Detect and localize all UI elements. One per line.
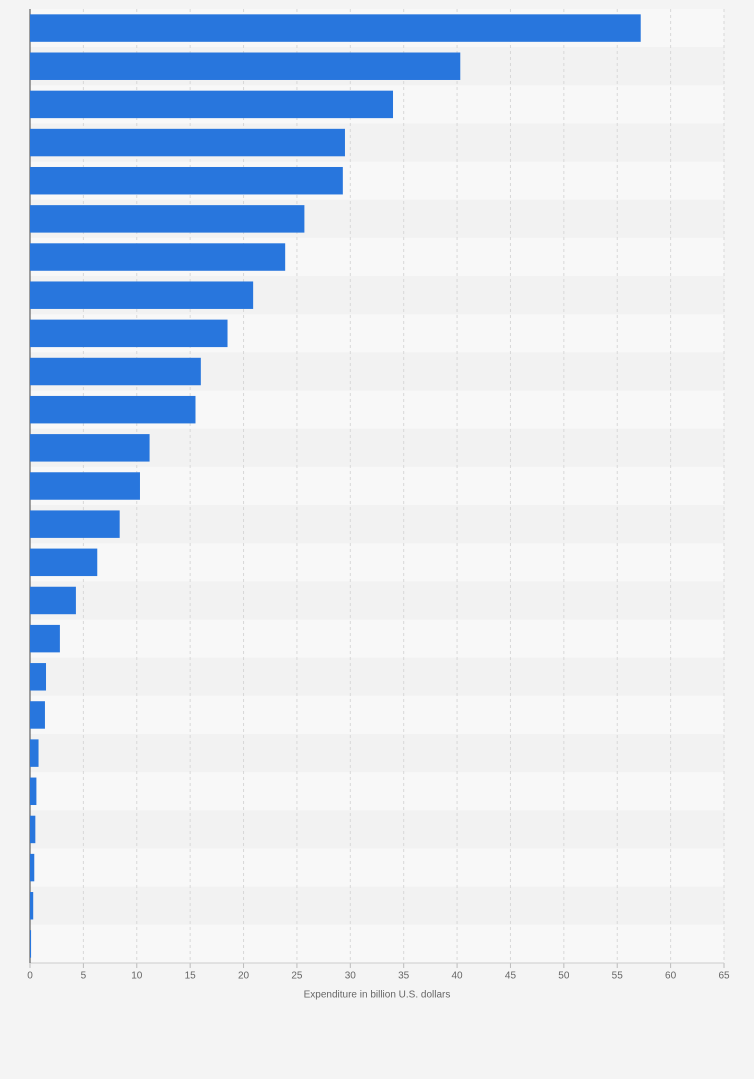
bar bbox=[30, 52, 461, 80]
bar bbox=[30, 548, 98, 577]
bar bbox=[30, 243, 286, 271]
row-band bbox=[30, 772, 724, 811]
row-band bbox=[30, 924, 724, 963]
x-tick-label: 55 bbox=[612, 971, 624, 982]
bar bbox=[30, 815, 36, 844]
bar bbox=[30, 434, 150, 462]
bar bbox=[30, 128, 345, 157]
x-tick-label: 0 bbox=[27, 971, 33, 982]
bar bbox=[30, 739, 39, 767]
row-band bbox=[30, 886, 724, 925]
bar bbox=[30, 853, 35, 882]
x-tick-label: 30 bbox=[345, 971, 357, 982]
x-tick-label: 15 bbox=[185, 971, 197, 982]
bar bbox=[30, 166, 343, 195]
row-band bbox=[30, 810, 724, 849]
row-band bbox=[30, 505, 724, 544]
x-tick-label: 10 bbox=[131, 971, 143, 982]
row-band bbox=[30, 619, 724, 658]
bar bbox=[30, 510, 120, 538]
row-band bbox=[30, 466, 724, 506]
x-tick-label: 65 bbox=[718, 971, 730, 982]
bar bbox=[30, 472, 140, 500]
x-tick-label: 45 bbox=[505, 971, 517, 982]
row-band bbox=[30, 734, 724, 773]
x-tick-label: 35 bbox=[398, 971, 410, 982]
row-band bbox=[30, 543, 724, 582]
x-tick-label: 25 bbox=[291, 971, 303, 982]
bar bbox=[30, 586, 76, 615]
x-axis-title: Expenditure in billion U.S. dollars bbox=[304, 990, 451, 1001]
bar bbox=[30, 701, 45, 729]
bar bbox=[30, 892, 34, 920]
row-band bbox=[30, 657, 724, 696]
x-tick-label: 60 bbox=[665, 971, 677, 982]
bar bbox=[30, 90, 394, 119]
bar bbox=[30, 624, 60, 653]
bar bbox=[30, 663, 47, 691]
x-tick-label: 40 bbox=[452, 971, 464, 982]
bar bbox=[30, 777, 37, 806]
row-band bbox=[30, 848, 724, 887]
bar bbox=[30, 357, 201, 386]
x-tick-label: 50 bbox=[558, 971, 570, 982]
row-band bbox=[30, 695, 724, 735]
bar bbox=[30, 281, 254, 309]
x-tick-label: 20 bbox=[238, 971, 250, 982]
bar bbox=[30, 395, 196, 424]
bar bbox=[30, 319, 228, 348]
bar bbox=[30, 14, 641, 42]
bar bbox=[30, 930, 32, 958]
bar bbox=[30, 205, 305, 233]
row-band bbox=[30, 581, 724, 620]
x-tick-label: 5 bbox=[81, 971, 87, 982]
